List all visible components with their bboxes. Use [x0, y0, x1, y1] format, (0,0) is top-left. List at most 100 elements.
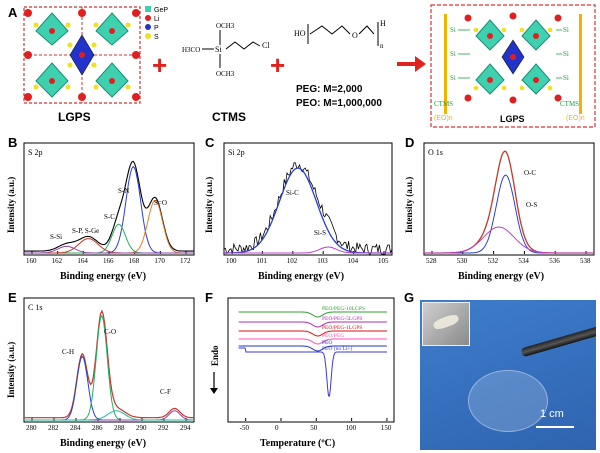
- svg-text:CTMS: CTMS: [560, 100, 579, 108]
- svg-text:OCH3: OCH3: [216, 22, 235, 30]
- tick-label: 532: [488, 257, 499, 265]
- dsc-curve-label: PEO/PEG-10LGPS: [322, 306, 365, 312]
- svg-text:Si: Si: [215, 45, 222, 54]
- svg-text:Si: Si: [450, 26, 456, 34]
- tick-label: 101: [256, 257, 267, 265]
- svg-text:HO: HO: [294, 29, 306, 38]
- peak-label-s-n: S-N: [118, 187, 129, 195]
- panel-c-label: C: [205, 135, 215, 150]
- series-line-s-o: [24, 199, 194, 254]
- tick-label: 172: [180, 257, 191, 265]
- endo-down-arrow-icon: [210, 372, 218, 394]
- series-line-o-s: [424, 226, 594, 254]
- tick-label: 288: [114, 424, 125, 432]
- svg-text:Binding energy (eV): Binding energy (eV): [60, 271, 146, 282]
- series-line-noisy-data: [223, 162, 393, 256]
- peak-label-o-c: O-C: [524, 169, 536, 177]
- tick-label: 104: [348, 257, 359, 265]
- series-line-o-c: [424, 174, 594, 254]
- svg-text:n: n: [380, 42, 384, 50]
- tweezers: [520, 323, 596, 358]
- svg-text:LGPS: LGPS: [500, 114, 525, 124]
- svg-text:Temperature (ºC): Temperature (ºC): [260, 438, 335, 449]
- series-line-si-c: [224, 167, 392, 254]
- svg-text:Binding energy (eV): Binding energy (eV): [458, 271, 544, 282]
- dsc-curve-label: PEO/PEG-1LGPS: [322, 325, 362, 331]
- peak-label-s-p-ge: S-P, S-Ge: [72, 227, 99, 235]
- svg-text:Si: Si: [450, 74, 456, 82]
- svg-text:H3CO: H3CO: [182, 46, 200, 54]
- li-legend-icon: [145, 15, 151, 21]
- p-legend-icon: [145, 24, 151, 30]
- tick-label: 294: [180, 424, 191, 432]
- svg-text:O 1s: O 1s: [428, 148, 443, 157]
- peak-label-c-o: C-O: [104, 328, 116, 336]
- scale-bar: [536, 426, 574, 428]
- dsc-curve: [238, 347, 387, 397]
- panel-f-label: F: [205, 290, 213, 305]
- plus-sign-1: +: [152, 50, 168, 80]
- svg-text:O: O: [352, 31, 358, 40]
- svg-text:Cl: Cl: [262, 41, 270, 50]
- svg-text:Endo: Endo: [210, 345, 220, 366]
- svg-text:Binding energy (eV): Binding energy (eV): [60, 438, 146, 449]
- peak-label-si-s: Si-S: [314, 229, 326, 237]
- tick-label: 100: [226, 257, 237, 265]
- panel-e-chart: C 1s Intensity (a.u.) Binding energy (eV…: [6, 297, 195, 449]
- panel-c-chart: Si 2p Intensity (a.u.) Binding energy (e…: [204, 142, 393, 282]
- inset-photo: [422, 302, 470, 346]
- tick-label: 290: [136, 424, 147, 432]
- tick-label: 282: [48, 424, 59, 432]
- peak-label-s-c: S-C: [104, 213, 115, 221]
- peak-label-c-f: C-F: [160, 388, 171, 396]
- panel-b-label: B: [8, 135, 18, 150]
- tick-label: 0: [275, 424, 279, 432]
- peak-label-c-h: C-H: [62, 348, 74, 356]
- peg-mw-text: PEG: M=2,000: [296, 84, 363, 95]
- tick-label: 528: [426, 257, 437, 265]
- peak-label-si-c: Si-C: [286, 189, 299, 197]
- dsc-curve-label: PEO/PEG-5LGPS: [322, 316, 362, 322]
- peak-label-s-o: S=O: [154, 199, 167, 207]
- lgps-crystal-structure: [23, 6, 141, 104]
- tick-label: -50: [240, 424, 250, 432]
- tick-label: 102: [287, 257, 298, 265]
- series-line-c-x: [24, 410, 194, 421]
- series-line-total: [424, 150, 594, 254]
- scale-label: 1 cm: [540, 408, 564, 420]
- dsc-curve: [238, 338, 387, 345]
- membrane-photo: 1 cm: [420, 300, 596, 450]
- tick-label: 280: [26, 424, 37, 432]
- tick-label: 150: [381, 424, 392, 432]
- lgps-caption: LGPS: [58, 110, 91, 124]
- dsc-curve-label: PEO: [322, 340, 332, 346]
- svg-text:Si 2p: Si 2p: [228, 148, 245, 157]
- tick-label: 166: [103, 257, 114, 265]
- tick-label: 168: [129, 257, 140, 265]
- peg-peo-structure: HO O H n: [294, 19, 386, 50]
- tick-label: 534: [518, 257, 529, 265]
- svg-text:(EO)n: (EO)n: [434, 115, 453, 122]
- tick-label: 162: [52, 257, 63, 265]
- series-line-si-s: [224, 246, 392, 254]
- dsc-curve-label: PEO/PEG: [322, 333, 344, 339]
- tick-label: 170: [154, 257, 165, 265]
- tick-label: 50: [310, 424, 318, 432]
- dsc-curve-label: PEO (no Li+): [322, 345, 352, 352]
- dsc-curve: [238, 321, 387, 328]
- s-legend-icon: [145, 33, 151, 39]
- svg-text:Intensity (a.u.): Intensity (a.u.): [204, 177, 214, 233]
- svg-text:Si: Si: [563, 50, 569, 58]
- tick-label: 536: [549, 257, 560, 265]
- arrow-right-icon: [395, 54, 427, 79]
- series-line-total: [24, 309, 195, 419]
- panel-a-label: A: [8, 5, 18, 20]
- svg-text:Intensity (a.u.): Intensity (a.u.): [6, 177, 16, 233]
- tick-label: 105: [378, 257, 389, 265]
- tick-label: 164: [77, 257, 88, 265]
- structure-legend: GeP Li P S: [145, 6, 168, 42]
- series-line-s-si: [24, 245, 194, 254]
- svg-text:Si: Si: [450, 50, 456, 58]
- tick-label: 538: [580, 257, 591, 265]
- panel-f-chart: Endo Temperature (ºC) -50 0 50 100 150 PEO/P…: [210, 297, 395, 449]
